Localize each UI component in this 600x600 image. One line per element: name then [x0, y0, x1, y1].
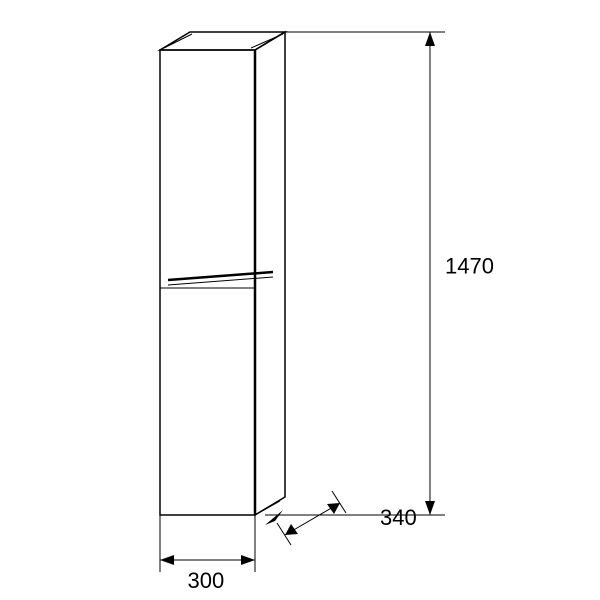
cabinet-handle [168, 272, 273, 280]
dim-height-label: 1470 [445, 254, 494, 279]
dim-depth-label: 340 [380, 505, 417, 530]
dim-width-label: 300 [188, 568, 225, 593]
cabinet-technical-drawing: 1470 300 340 [0, 0, 600, 600]
cabinet-front [160, 50, 255, 515]
